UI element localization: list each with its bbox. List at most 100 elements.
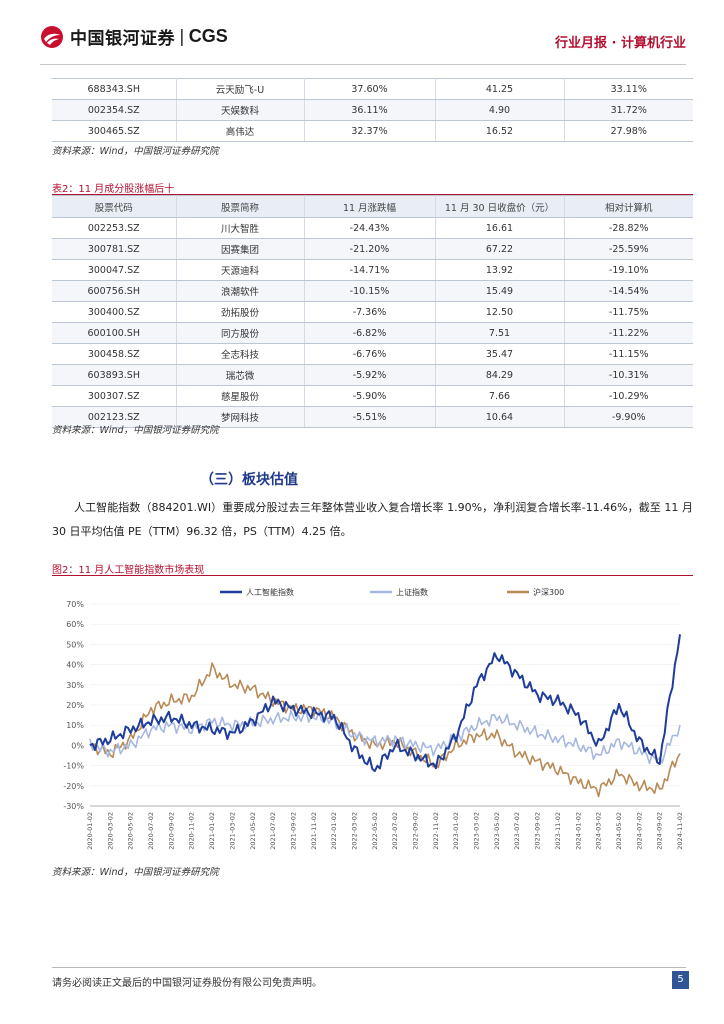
y-tick-label: 50% <box>66 640 84 649</box>
table-cell: 同方股份 <box>175 322 305 344</box>
table-cell: -19.10% <box>563 259 693 281</box>
table-cell: -9.90% <box>563 406 693 428</box>
table-cell: 云天励飞-U <box>175 78 305 100</box>
legend-label: 沪深300 <box>533 587 564 597</box>
company-logo: 中国银河证券 | CGS <box>40 24 228 49</box>
table-cell: 15.49 <box>434 280 565 302</box>
column-header: 股票代码 <box>52 195 177 218</box>
report-label: 行业月报 · 计算机行业 <box>555 36 686 51</box>
x-tick-label: 2020-07-02 <box>147 812 155 850</box>
table-cell: 31.72% <box>563 99 693 121</box>
section-title: （三）板块估值 <box>200 472 298 488</box>
series-line <box>89 709 681 765</box>
table-cell: 27.98% <box>563 120 693 142</box>
x-tick-label: 2021-05-02 <box>249 812 257 850</box>
figure2-source: 资料来源：Wind，中国银河证券研究院 <box>52 867 219 878</box>
table-cell: -7.36% <box>303 301 436 323</box>
table-cell: 37.60% <box>303 78 436 100</box>
table-cell: 36.11% <box>303 99 436 121</box>
table-cell: 7.66 <box>434 385 565 407</box>
table-cell: -5.51% <box>303 406 436 428</box>
table-row: 300465.SZ 高伟达 32.37% 16.52 27.98% <box>52 120 693 142</box>
ai-index-line-chart: 70%60%50%40%30%20%10%0%-10%-20%-30%2020-… <box>63 587 684 850</box>
table2-caption-divider <box>52 194 693 195</box>
table-cell: 002123.SZ <box>52 406 177 428</box>
x-tick-label: 2021-01-02 <box>208 812 216 850</box>
table-cell: 300400.SZ <box>52 301 177 323</box>
table-row: 603893.SH 瑞芯微 -5.92% 84.29 -10.31% <box>52 364 693 386</box>
table-cell: -10.29% <box>563 385 693 407</box>
y-tick-label: -10% <box>63 762 84 771</box>
table-row: 688343.SH 云天励飞-U 37.60% 41.25 33.11% <box>52 78 693 100</box>
table-cell: 川大智胜 <box>175 217 305 239</box>
table-cell: 10.64 <box>434 406 565 428</box>
table-cell: 16.61 <box>434 217 565 239</box>
series-line <box>89 634 681 773</box>
y-tick-label: 10% <box>66 721 84 730</box>
table-cell: 002253.SZ <box>52 217 177 239</box>
table-cell: 300047.SZ <box>52 259 177 281</box>
table-cell: 84.29 <box>434 364 565 386</box>
y-tick-label: -20% <box>63 782 84 791</box>
series-line <box>89 662 681 798</box>
x-tick-label: 2020-09-02 <box>167 812 175 850</box>
table-row: 002123.SZ 梦网科技 -5.51% 10.64 -9.90% <box>52 406 693 428</box>
legend-label: 人工智能指数 <box>246 587 294 597</box>
page-number: 5 <box>672 971 689 989</box>
x-tick-label: 2023-09-02 <box>534 812 542 850</box>
table-cell: 300458.SZ <box>52 343 177 365</box>
table-row: 300400.SZ 劲拓股份 -7.36% 12.50 -11.75% <box>52 301 693 323</box>
y-tick-label: 60% <box>66 620 84 629</box>
x-tick-label: 2022-11-02 <box>432 812 440 850</box>
x-tick-label: 2023-01-02 <box>452 812 460 850</box>
table-cell: 天娱数科 <box>175 99 305 121</box>
x-tick-label: 2020-05-02 <box>127 812 135 850</box>
top-gainers-table-tail: 688343.SH 云天励飞-U 37.60% 41.25 33.11% 002354.S… <box>52 78 693 142</box>
y-tick-label: 0% <box>71 741 84 750</box>
figure2-caption-divider <box>52 575 693 576</box>
table-cell: 13.92 <box>434 259 565 281</box>
x-tick-label: 2020-11-02 <box>188 812 196 850</box>
table-cell: 7.51 <box>434 322 565 344</box>
x-tick-label: 2023-03-02 <box>473 812 481 850</box>
table-header-row: 股票代码 股票简称 11 月涨跌幅 11 月 30 日收盘价（元） 相对计算机 <box>52 195 693 218</box>
x-tick-label: 2021-09-02 <box>289 812 297 850</box>
x-tick-label: 2024-05-02 <box>615 812 623 850</box>
table-cell: -14.54% <box>563 280 693 302</box>
valuation-paragraph: 人工智能指数（884201.WI）重要成分股过去三年整体营业收入复合增长率 1.… <box>52 496 693 544</box>
table-cell: 天源迪科 <box>175 259 305 281</box>
table-cell: 600756.SH <box>52 280 177 302</box>
x-tick-label: 2024-11-02 <box>676 812 684 850</box>
table-cell: -5.90% <box>303 385 436 407</box>
column-header: 11 月涨跌幅 <box>303 195 436 218</box>
x-tick-label: 2021-03-02 <box>228 812 236 850</box>
footer-divider <box>52 967 686 968</box>
table-cell: 高伟达 <box>175 120 305 142</box>
y-tick-label: 70% <box>66 600 84 609</box>
y-tick-label: 30% <box>66 681 84 690</box>
x-tick-label: 2024-01-02 <box>574 812 582 850</box>
column-header: 股票简称 <box>175 195 305 218</box>
header-divider <box>40 64 686 65</box>
table-cell: 33.11% <box>563 78 693 100</box>
table-cell: 16.52 <box>434 120 565 142</box>
x-tick-label: 2024-09-02 <box>656 812 664 850</box>
y-tick-label: -30% <box>63 802 84 811</box>
logo-chinese-name: 中国银河证券 <box>70 29 175 49</box>
legend-label: 上证指数 <box>396 587 428 597</box>
table-cell: 688343.SH <box>52 78 177 100</box>
table-cell: 劲拓股份 <box>175 301 305 323</box>
x-tick-label: 2022-09-02 <box>412 812 420 850</box>
table-cell: 002354.SZ <box>52 99 177 121</box>
column-header: 11 月 30 日收盘价（元） <box>434 195 565 218</box>
table-cell: 浪潮软件 <box>175 280 305 302</box>
x-tick-label: 2022-05-02 <box>371 812 379 850</box>
table-cell: -10.15% <box>303 280 436 302</box>
table-cell: 600100.SH <box>52 322 177 344</box>
x-tick-label: 2023-05-02 <box>493 812 501 850</box>
x-tick-label: 2021-07-02 <box>269 812 277 850</box>
logo-separator: | <box>179 26 185 47</box>
x-tick-label: 2021-11-02 <box>310 812 318 850</box>
table-cell: -11.75% <box>563 301 693 323</box>
table-cell: -25.59% <box>563 238 693 260</box>
